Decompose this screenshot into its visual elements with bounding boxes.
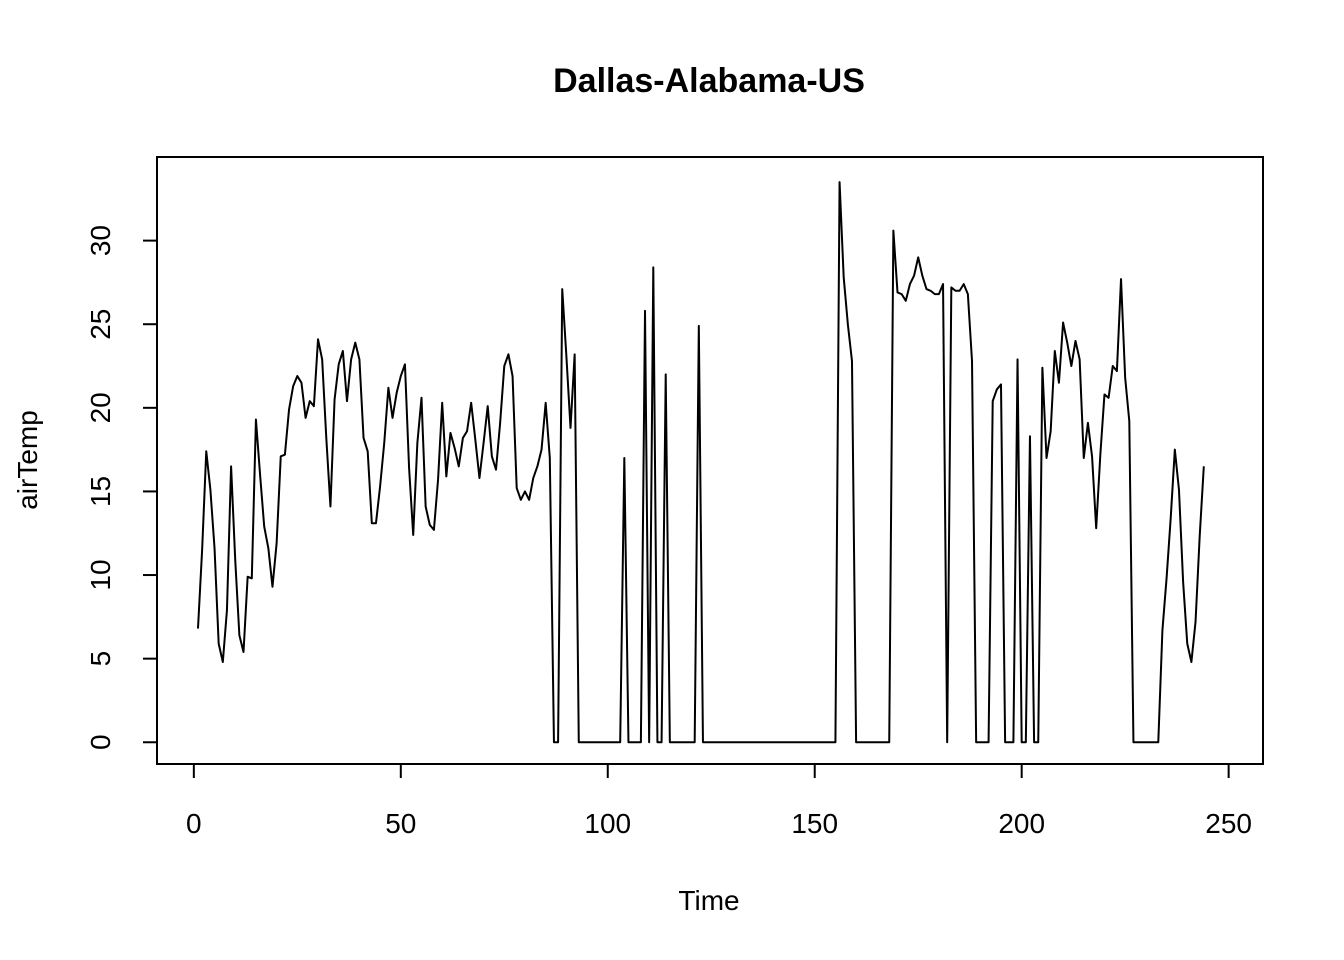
chart-title: Dallas-Alabama-US: [553, 62, 865, 100]
y-tick-label: 5: [85, 651, 116, 667]
airtemp-series-line: [196, 181, 1205, 744]
y-tick-label: 30: [85, 225, 116, 256]
y-tick-label: 20: [85, 392, 116, 423]
x-tick-label: 100: [584, 808, 631, 839]
y-tick-label: 25: [85, 309, 116, 340]
y-tick-label: 15: [85, 476, 116, 507]
y-axis-label: airTemp: [12, 410, 43, 510]
x-tick-label: 200: [998, 808, 1045, 839]
x-tick-label: 50: [385, 808, 416, 839]
x-tick-label: 150: [791, 808, 838, 839]
y-axis: 0 5 10 15 20 25 30: [85, 225, 158, 750]
y-tick-label: 10: [85, 559, 116, 590]
x-axis: 0 50 100 150 200 250: [186, 763, 1252, 839]
plot-frame: [156, 156, 1264, 765]
x-axis-label: Time: [678, 885, 739, 916]
y-tick-label: 0: [85, 734, 116, 750]
x-tick-label: 250: [1205, 808, 1252, 839]
x-tick-label: 0: [186, 808, 202, 839]
